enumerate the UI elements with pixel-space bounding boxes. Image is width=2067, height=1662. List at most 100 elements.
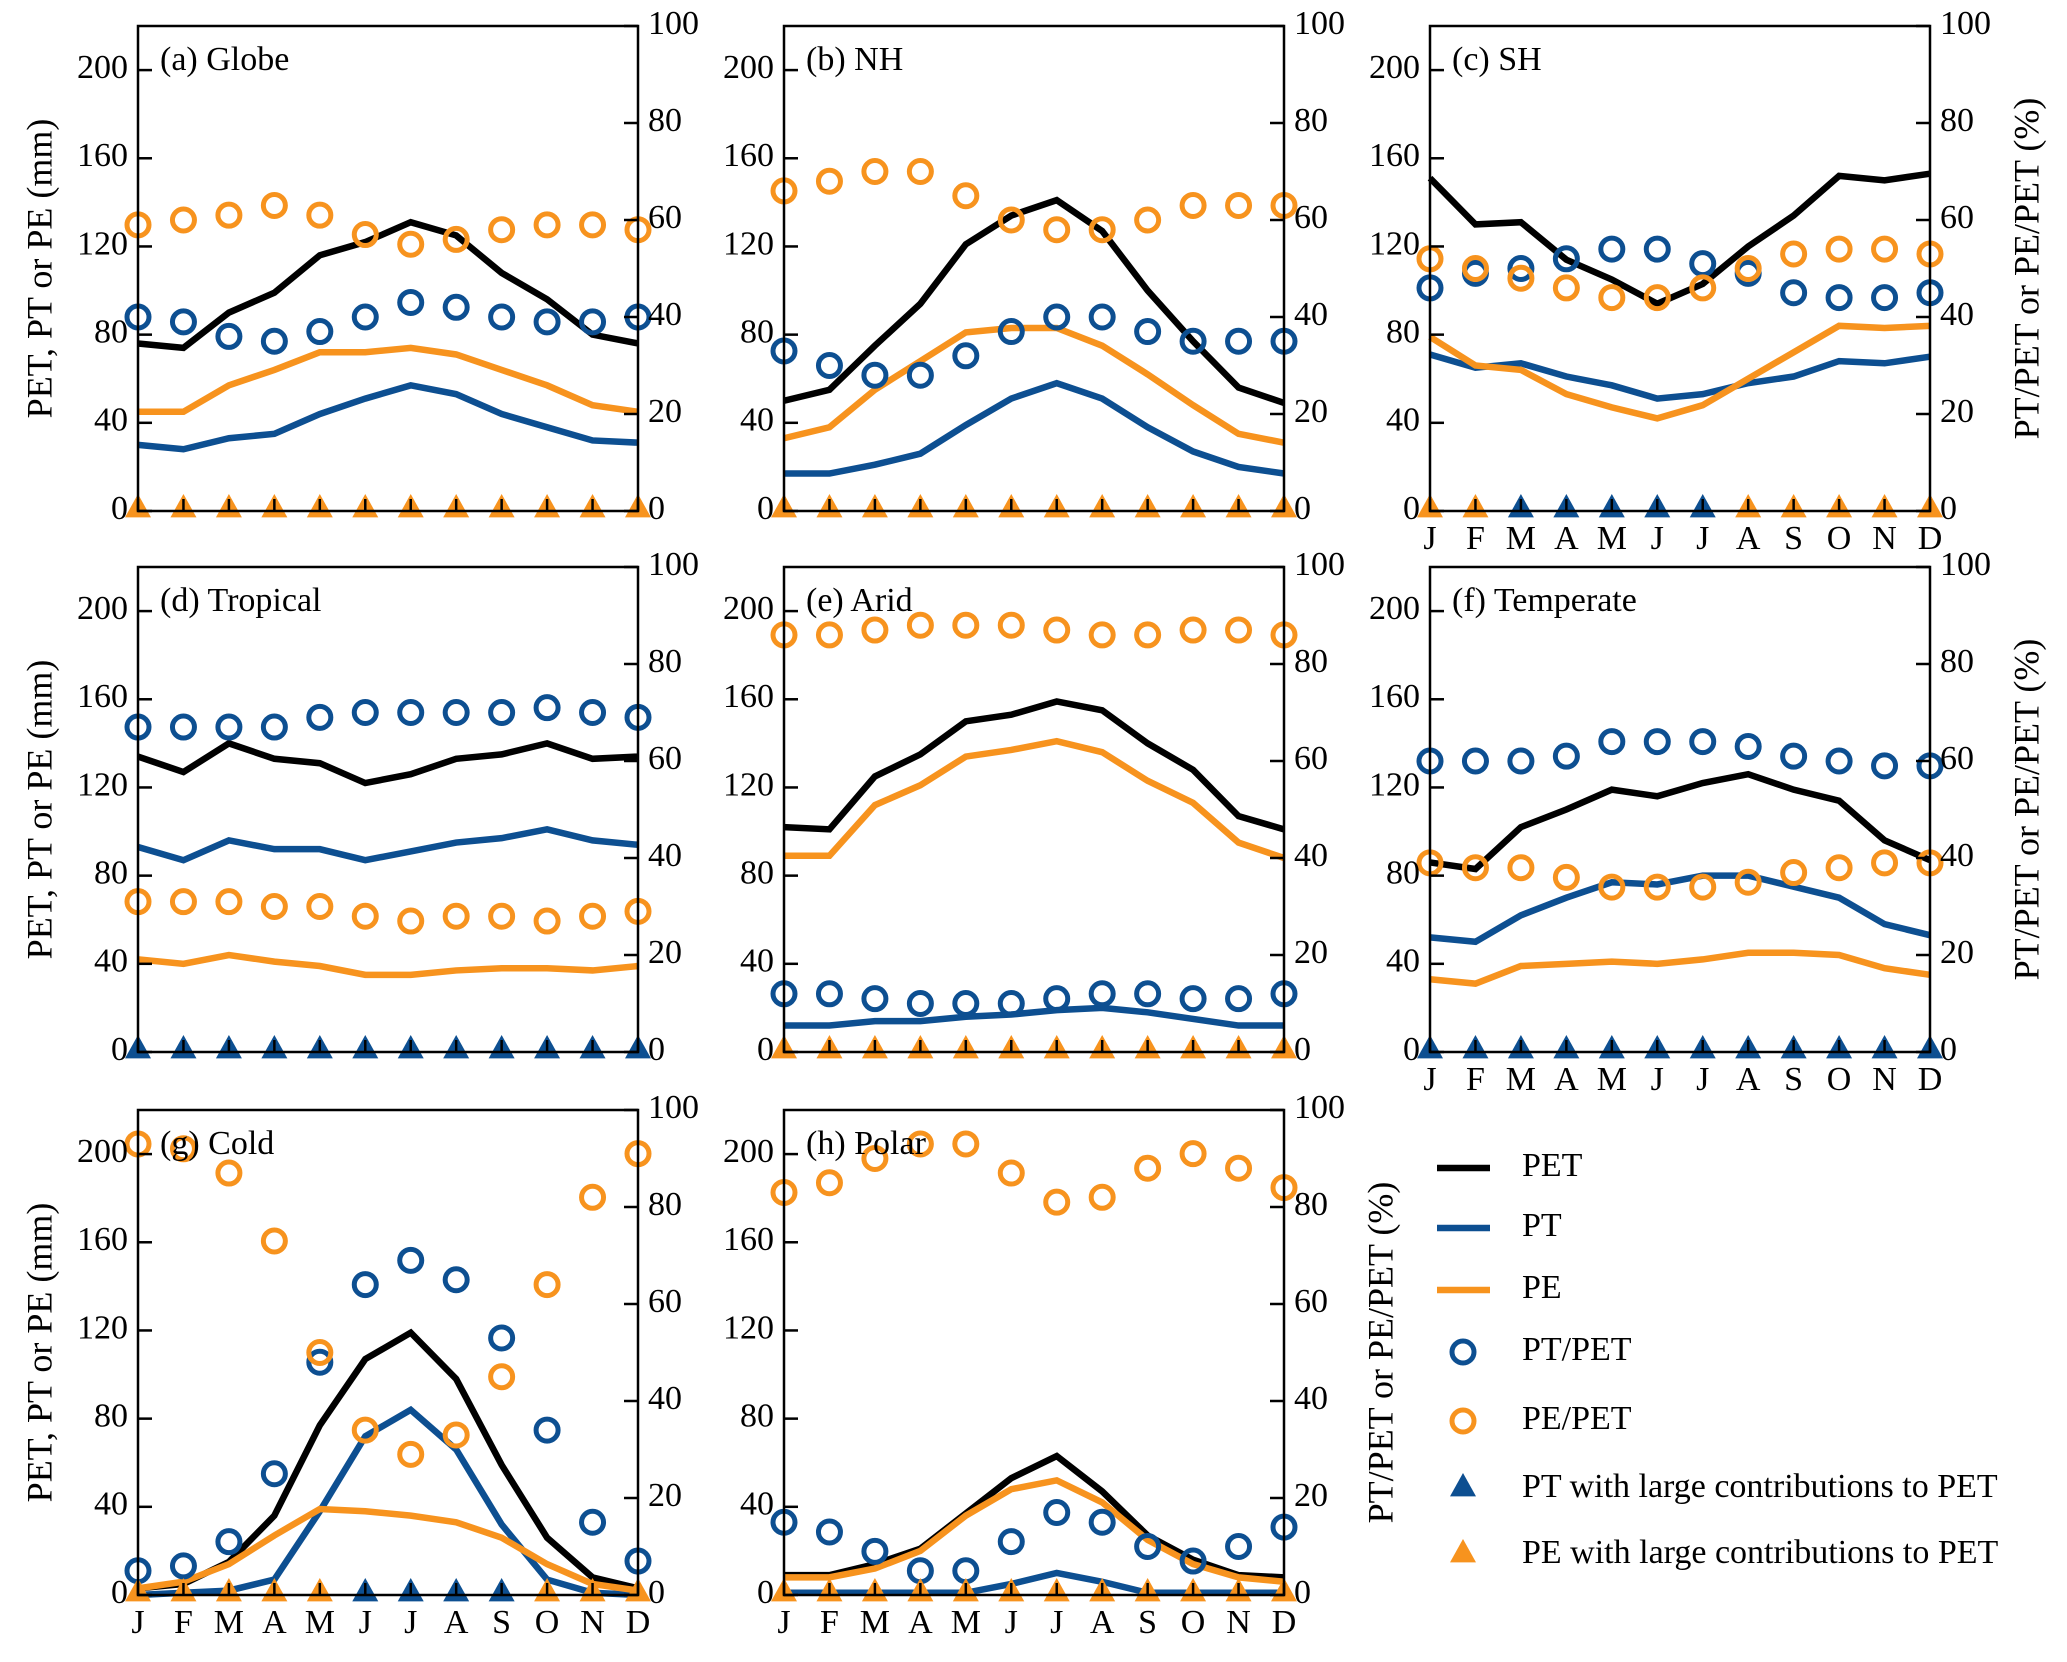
ratio-point [351, 1271, 379, 1299]
ratio-point [1043, 303, 1071, 331]
ratio-point [1179, 1140, 1207, 1168]
ratio-point [1598, 284, 1626, 312]
y-tick-label: 120 [77, 225, 128, 262]
panel: 0 40 80 120 160 200 0 20 40 60 80 100 (a) Globe PET, … [19, 5, 699, 527]
y-tick-label: 120 [723, 1309, 774, 1346]
ratio-point [952, 342, 980, 370]
ratio-point [1871, 752, 1899, 780]
series-line [784, 737, 1286, 862]
y2-tick-label: 60 [1294, 199, 1328, 236]
ratio-point [169, 1552, 197, 1580]
x-tick-label: O [1827, 520, 1852, 557]
x-tick-label: A [444, 1604, 469, 1641]
ratio-point [260, 713, 288, 741]
y2-tick-label: 80 [648, 643, 682, 680]
y-tick-label: 0 [1403, 490, 1420, 527]
ratio-point [1689, 250, 1717, 278]
y2-tick-label: 100 [648, 5, 699, 42]
x-tick-label: A [1736, 1061, 1761, 1098]
y2-tick-label: 80 [1294, 102, 1328, 139]
y2-tick-label: 100 [1294, 1089, 1345, 1126]
ratio-point [1825, 747, 1853, 775]
ratio-point [1552, 863, 1580, 891]
x-tick-label: D [1918, 520, 1943, 557]
ratio-point [306, 1348, 334, 1376]
legend-swatch [1450, 1473, 1476, 1497]
ratio-point [169, 713, 197, 741]
ratio-point [1043, 616, 1071, 644]
ratio-point [1734, 255, 1762, 282]
x-tick-label: M [1597, 1061, 1627, 1098]
y-tick-label: 40 [94, 402, 128, 439]
x-tick-label: J [1651, 520, 1664, 557]
plot-frame [782, 24, 1286, 513]
ratio-point [1179, 327, 1207, 355]
y2-tick-label: 0 [1294, 1574, 1311, 1611]
ratio-point [351, 902, 379, 930]
x-tick-label: F [174, 1604, 193, 1641]
ratio-point [1225, 985, 1253, 1013]
ratio-point [1871, 235, 1899, 263]
y-tick-label: 40 [1386, 402, 1420, 439]
ratio-point [1179, 985, 1207, 1013]
ratio-point [997, 206, 1025, 234]
ratio-point [1134, 621, 1162, 649]
series-line [784, 1004, 1284, 1029]
x-tick-label: J [1651, 1061, 1664, 1098]
ratio-point [442, 699, 470, 726]
y2-tick-label: 100 [1940, 546, 1991, 583]
ratio-point [1552, 742, 1580, 770]
ratio-point [488, 216, 516, 244]
plot-frame [136, 1108, 640, 1597]
y2-tick-label: 0 [1940, 1031, 1957, 1068]
y2-tick-label: 40 [1940, 837, 1974, 874]
y-tick-label: 120 [723, 225, 774, 262]
y2-tick-label: 20 [1940, 934, 1974, 971]
y-tick-label: 40 [94, 943, 128, 980]
series-line [137, 1405, 639, 1599]
panel-title: (a) Globe [160, 41, 289, 78]
y2-tick-label: 20 [1294, 934, 1328, 971]
x-tick-label: F [1466, 1061, 1485, 1098]
ratio-point [215, 888, 243, 916]
ratio-point [1225, 1533, 1253, 1560]
ratio-point [906, 990, 934, 1017]
y2-axis-label: PT/PET or PE/PET (%) [2006, 98, 2046, 440]
series-line [783, 196, 1286, 407]
y-tick-label: 200 [77, 49, 128, 86]
ratio-point [1825, 284, 1853, 312]
series-line [138, 344, 639, 416]
y2-tick-label: 80 [1294, 1186, 1328, 1223]
y-tick-label: 40 [740, 1486, 774, 1523]
x-tick-label: D [626, 1604, 651, 1641]
y2-tick-label: 40 [1940, 296, 1974, 333]
ratio-point [397, 699, 425, 726]
y-axis-label: PET, PT or PE (mm) [19, 1203, 59, 1503]
ratio-point [533, 1271, 561, 1299]
ratio-point [1780, 859, 1808, 887]
legend-label: PT/PET [1522, 1331, 1632, 1368]
x-tick-label: N [1226, 1604, 1251, 1641]
ratio-point [1088, 1183, 1116, 1211]
x-tick-label: J [1423, 1061, 1436, 1098]
y-tick-label: 80 [740, 313, 774, 350]
ratio-point [306, 703, 334, 731]
ratio-point [1461, 854, 1489, 882]
ratio-point [169, 206, 197, 234]
x-tick-label: M [1506, 1061, 1536, 1098]
ratio-point [1598, 235, 1626, 263]
ratio-point [861, 361, 889, 389]
ratio-point [861, 616, 889, 644]
x-tick-label: S [1784, 1061, 1803, 1098]
ratio-point [1088, 621, 1116, 649]
plot-frame [136, 24, 640, 513]
y-tick-label: 40 [740, 943, 774, 980]
y-tick-label: 0 [111, 1031, 128, 1068]
x-tick-label: M [1506, 520, 1536, 557]
x-tick-label: A [1736, 520, 1761, 557]
panel-title: (d) Tropical [160, 582, 322, 619]
ratio-point [1225, 616, 1253, 644]
ratio-point [1598, 873, 1626, 901]
plot-frame [136, 565, 640, 1054]
